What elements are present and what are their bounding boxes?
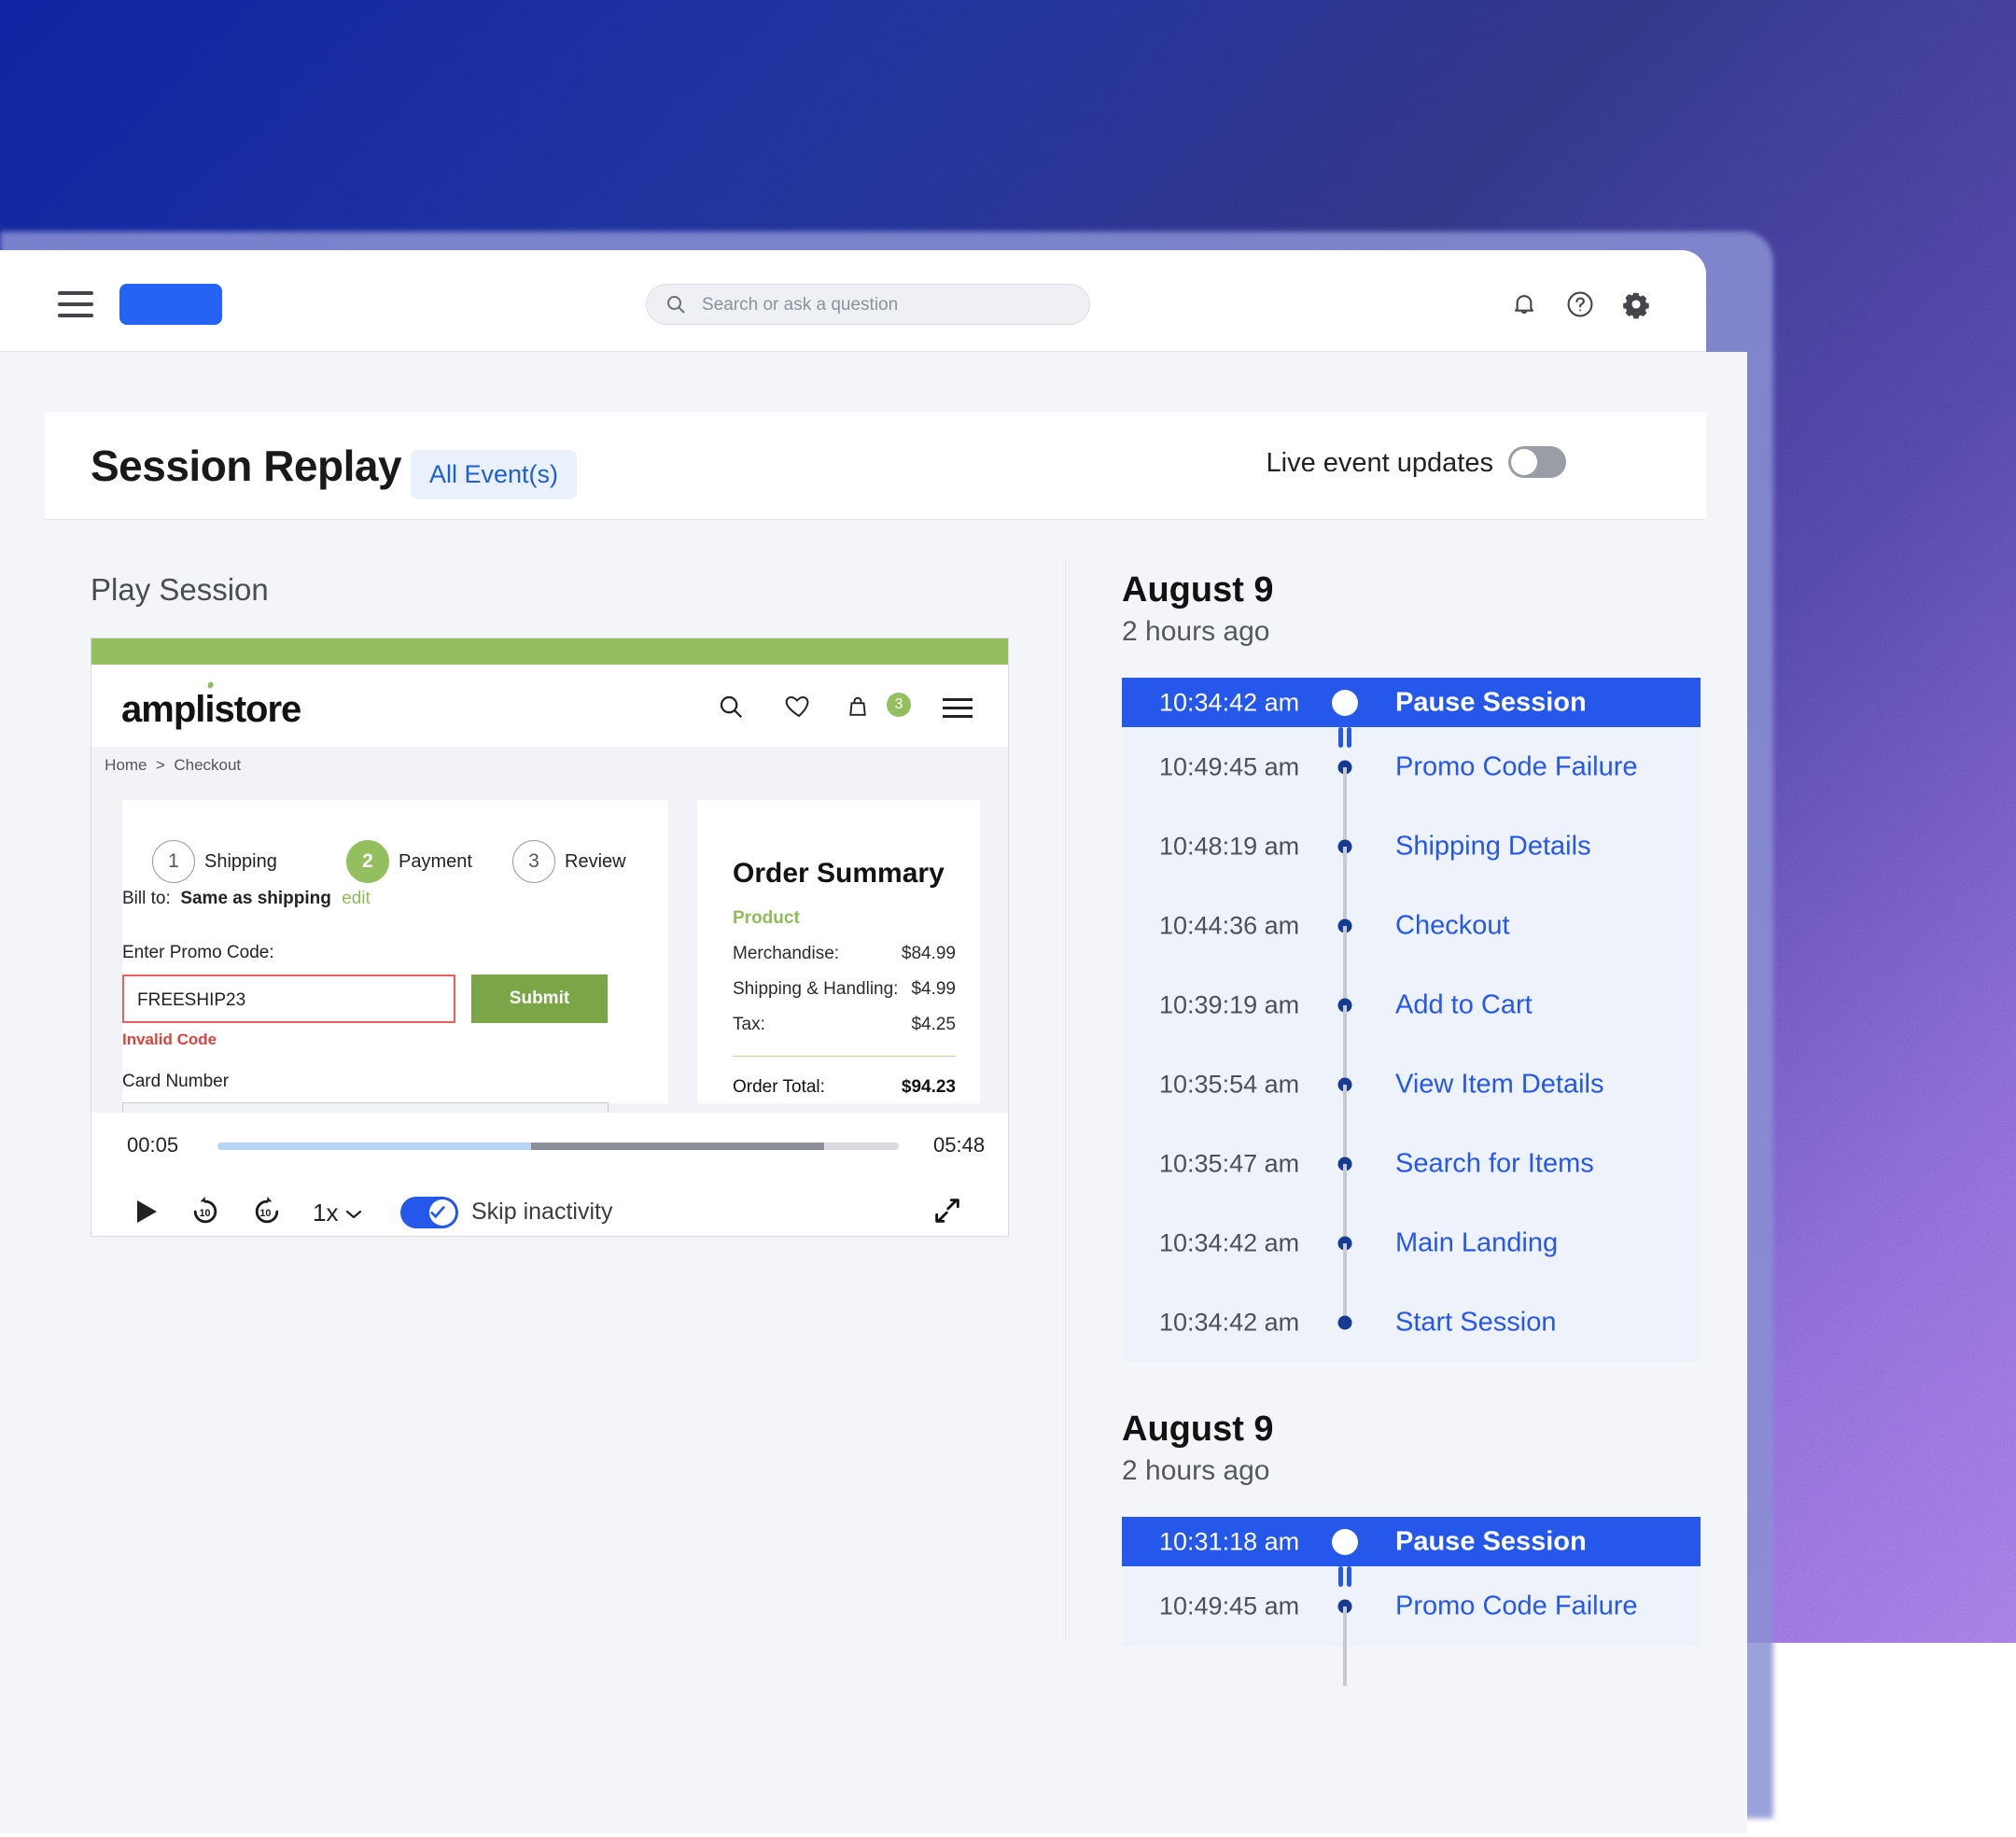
svg-text:10: 10 — [200, 1208, 211, 1219]
svg-text:10: 10 — [259, 1208, 271, 1219]
